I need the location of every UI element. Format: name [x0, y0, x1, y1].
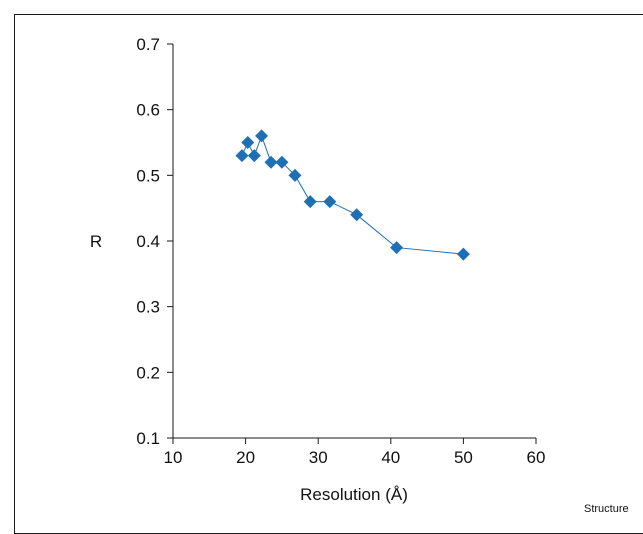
data-point — [288, 168, 302, 182]
data-point — [247, 149, 261, 163]
y-tick-label: 0.2 — [136, 363, 160, 382]
series-line — [241, 134, 464, 255]
x-tick-label: 30 — [309, 448, 328, 467]
y-axis-title: R — [90, 232, 102, 251]
x-tick-label: 50 — [454, 448, 473, 467]
y-tick-label: 0.3 — [136, 298, 160, 317]
y-tick-label: 0.1 — [136, 429, 160, 448]
y-tick-label: 0.7 — [136, 35, 160, 54]
data-point — [350, 208, 364, 222]
chart-frame — [14, 14, 643, 534]
data-point — [303, 195, 317, 209]
x-tick-label: 10 — [164, 448, 183, 467]
x-tick-label: 40 — [381, 448, 400, 467]
y-tick-label: 0.6 — [136, 101, 160, 120]
data-point — [275, 155, 289, 169]
x-axis-title: Resolution (Å) — [300, 485, 408, 504]
data-point — [235, 149, 249, 163]
data-point — [456, 247, 470, 261]
axes — [172, 44, 536, 439]
chart: 0.1 0.2 0.3 0.4 0.5 0.6 0.7 10 20 30 40 50 60 R Reso… — [90, 35, 629, 515]
data-point — [390, 241, 404, 255]
x-tick-label: 60 — [527, 448, 546, 467]
data-point — [241, 136, 255, 149]
series — [235, 129, 470, 261]
y-tick-label: 0.5 — [136, 166, 160, 185]
data-point — [255, 129, 269, 143]
credit-text: Structure — [584, 503, 629, 515]
data-point — [323, 195, 337, 209]
x-tick-label: 20 — [236, 448, 255, 467]
data-point — [264, 155, 278, 169]
ticks: 0.1 0.2 0.3 0.4 0.5 0.6 0.7 10 20 30 40 50 60 — [136, 35, 545, 467]
y-tick-label: 0.4 — [136, 232, 160, 251]
